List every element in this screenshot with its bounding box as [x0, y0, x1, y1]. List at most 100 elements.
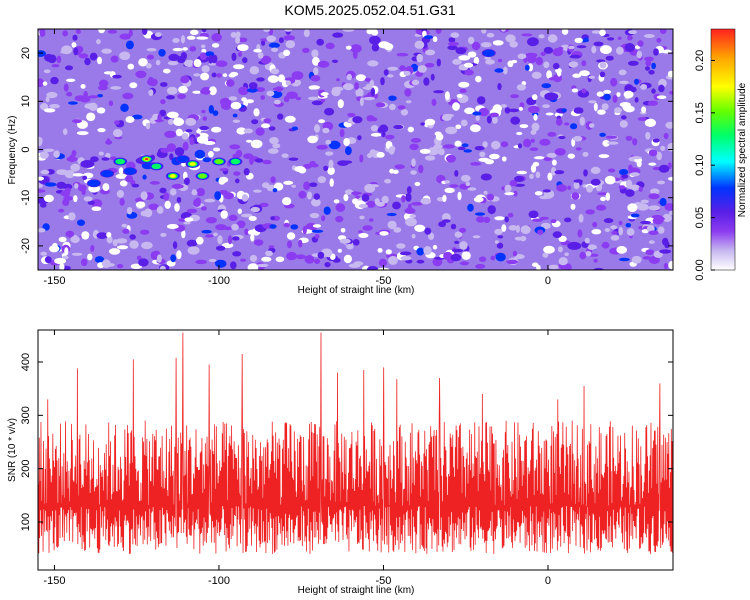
spectrogram-cell: [505, 34, 516, 43]
spectrogram-cell: [65, 65, 73, 71]
spectrogram-cell: [486, 32, 495, 38]
spectrogram-cell: [112, 74, 122, 79]
spectrogram-cell: [599, 29, 606, 36]
spectrogram-cell: [656, 95, 667, 99]
spectrogram-cell: [636, 50, 643, 59]
spectrogram-cell: [309, 212, 320, 219]
spectrogram-cell: [619, 169, 629, 176]
spectrogram-cell: [454, 240, 460, 244]
spectrogram-cell: [419, 148, 431, 154]
spectrogram-cell: [211, 43, 220, 48]
spectrogram-cell: [610, 77, 618, 87]
spectrogram-cell: [200, 89, 211, 95]
spectrogram-cell: [431, 98, 437, 106]
spectrogram-cell: [665, 121, 673, 129]
spectrogram-cell: [621, 174, 629, 179]
spectrogram-cell: [530, 138, 535, 143]
spectrogram-cell: [368, 218, 374, 222]
spectrogram-cell: [504, 107, 511, 114]
spectrogram-cell: [232, 236, 240, 241]
spectrogram-cell: [456, 93, 463, 98]
spectrogram-cell: [119, 51, 131, 61]
spectrogram-cell: [44, 256, 52, 264]
spectrogram-cell: [116, 238, 128, 244]
spectrogram-cell: [352, 116, 363, 124]
y-tick-label: 100: [20, 513, 32, 531]
spectrogram-cell: [406, 186, 412, 195]
spectrogram-cell: [651, 88, 656, 94]
spectrogram-cell: [96, 107, 106, 114]
spectrogram-cell: [581, 60, 587, 67]
spectrogram-cell: [189, 46, 197, 52]
spectrogram-cell: [46, 91, 58, 99]
spectrogram-cell: [196, 36, 209, 40]
spectrogram-cell: [166, 95, 175, 100]
spectrogram-cell: [365, 83, 371, 91]
spectrogram-cell: [40, 203, 47, 208]
y-tick-label: 200: [20, 459, 32, 477]
spectral-peak-contour: [567, 241, 582, 250]
spectrogram-cell: [122, 228, 130, 234]
spectrogram-cell: [181, 133, 189, 140]
spectral-peak-contour: [544, 92, 559, 101]
spectrogram-cell: [129, 234, 136, 240]
spectrogram-cell: [260, 95, 266, 100]
spectrogram-cell: [513, 190, 518, 197]
spectrogram-cell: [542, 189, 552, 193]
spectrogram-cell: [618, 220, 623, 226]
spectrogram-cell: [346, 73, 352, 81]
spectrogram-cell: [284, 115, 296, 123]
spectrogram-cell: [479, 151, 486, 157]
spectrogram-cell: [568, 61, 579, 68]
spectrogram-cell: [359, 215, 365, 220]
spectrogram-cell: [183, 59, 195, 67]
spectrogram-cell: [472, 111, 482, 116]
spectrogram-cell: [70, 163, 81, 172]
spectrogram-cell: [514, 175, 525, 182]
spectrogram-cell: [256, 263, 269, 268]
spectrogram-cell: [328, 159, 334, 169]
spectrogram-cell: [392, 169, 399, 174]
spectrogram-cell: [196, 129, 202, 134]
spectrogram-peaks: [80, 49, 582, 250]
y-tick-label: 10: [20, 95, 32, 107]
spectrogram-cell: [213, 232, 218, 237]
spectrogram-cell: [247, 229, 256, 235]
spectrogram-cell: [492, 116, 498, 124]
spectrogram-cell: [454, 140, 462, 147]
spectrogram-cell: [348, 263, 361, 268]
spectrogram-cell: [593, 41, 604, 47]
spectrogram-cell: [126, 207, 133, 215]
spectrogram-cell: [167, 61, 179, 66]
spectrogram-cell: [450, 32, 460, 38]
spectrogram-cell: [163, 68, 171, 74]
spectrogram-cell: [107, 29, 118, 34]
spectrogram-cell: [342, 29, 355, 32]
spectrogram-cell: [416, 53, 424, 63]
spectrogram-cell: [307, 96, 319, 101]
spectrogram-cell: [509, 41, 518, 48]
spectrogram-cell: [542, 252, 549, 258]
spectrogram-cell: [352, 239, 360, 246]
colorbar-tick-label: 0.10: [694, 155, 706, 176]
spectrogram-cell: [656, 151, 662, 161]
spectrogram-cell: [136, 255, 142, 261]
spectrogram-cell: [572, 73, 582, 78]
spectrogram-cell: [343, 160, 353, 164]
spectrogram-cell: [286, 91, 298, 99]
y-tick-label: -20: [20, 238, 32, 254]
spectrogram-cell: [105, 263, 115, 267]
spectrogram-cell: [447, 45, 458, 51]
spectrogram-cell: [405, 193, 412, 202]
spectrogram-cell: [227, 235, 233, 245]
spectrogram-cell: [534, 191, 543, 196]
spectrogram-cell: [496, 242, 504, 249]
spectrogram-cell: [108, 100, 114, 107]
spectrogram-cell: [433, 143, 443, 150]
spectrogram-cell: [184, 217, 194, 222]
spectrogram-cell: [135, 201, 146, 208]
spectrogram-cell: [452, 102, 460, 111]
spectrogram-cell: [530, 129, 537, 135]
spectrogram-cell: [637, 40, 644, 47]
spectrogram-cell: [664, 203, 673, 211]
